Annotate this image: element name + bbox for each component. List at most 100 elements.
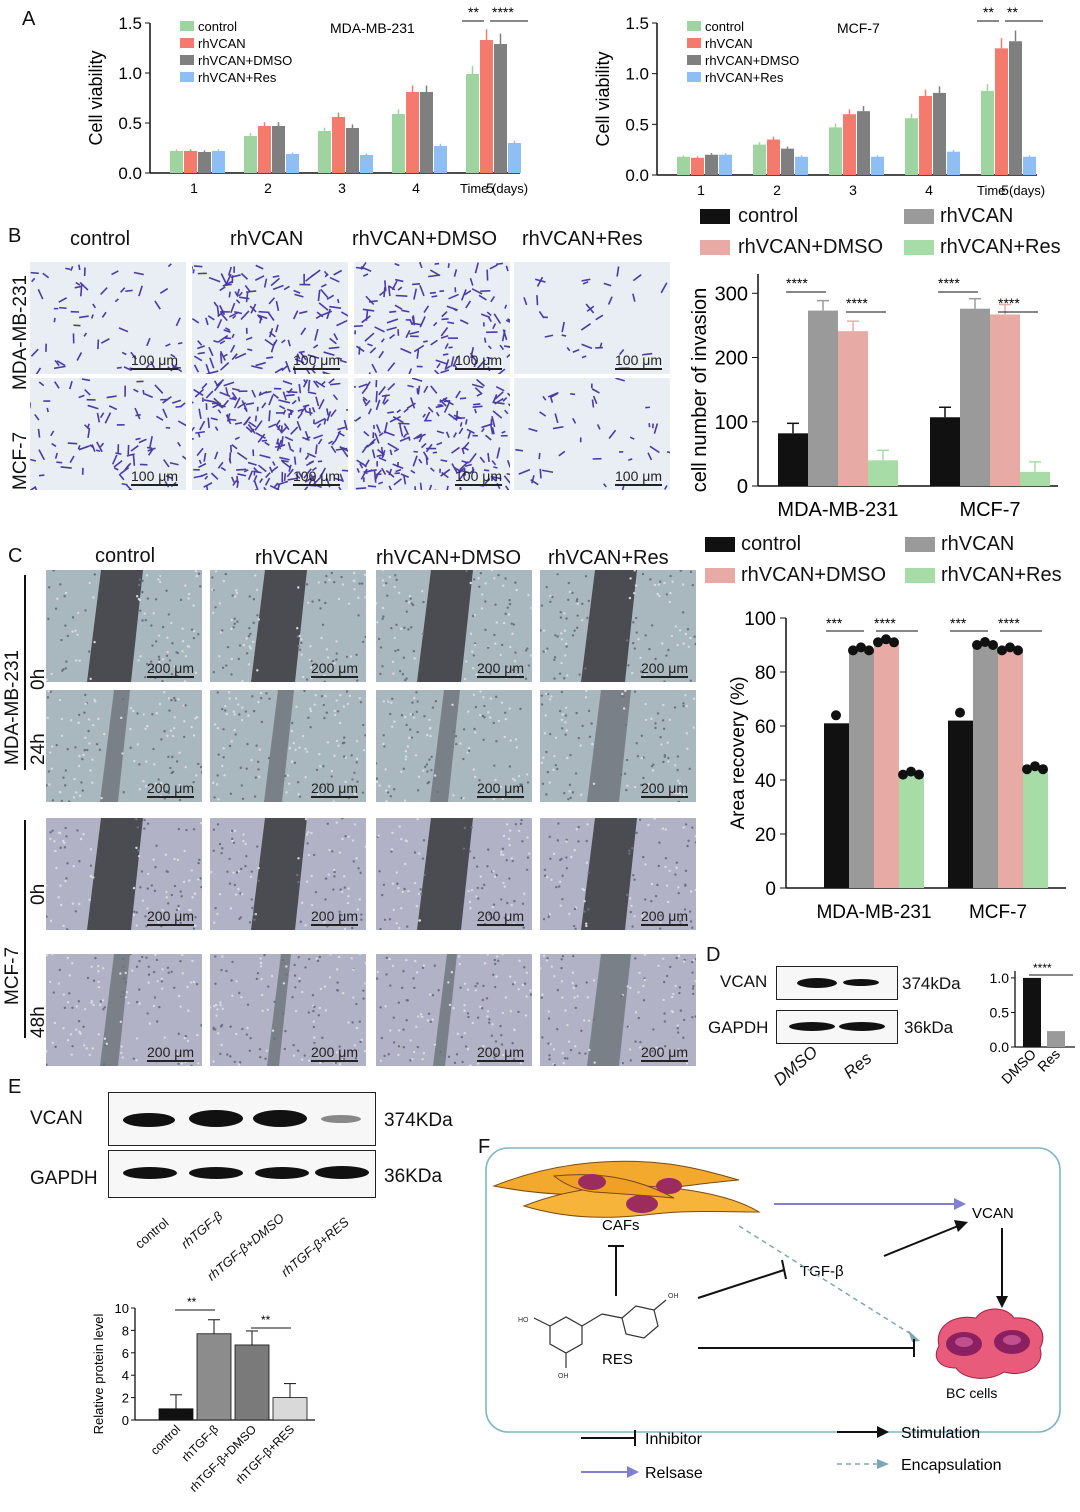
c-col-header-rhvcan-dmso: rhVCAN+DMSO — [376, 547, 522, 569]
bar-rhVCAN+DMSO — [990, 314, 1020, 486]
scale-bar-label: 200 μm — [477, 660, 524, 678]
bar-rhVCAN+Res — [1023, 769, 1048, 888]
scale-bar-label: 200 μm — [477, 908, 524, 926]
bar-control — [829, 127, 842, 175]
data-point — [864, 645, 874, 656]
y-tick-label: 20 — [755, 825, 776, 846]
data-point — [972, 640, 982, 650]
wound-healing-micrograph: 200 μm — [210, 954, 366, 1066]
x-tick-label: 2 — [264, 180, 272, 196]
c-legend-label-rhvcan-res: rhVCAN+Res — [941, 564, 1062, 586]
res-molecule-illustration — [533, 1299, 667, 1368]
sig-label: **** — [938, 275, 960, 291]
bc-cells-label: BC cells — [946, 1385, 997, 1401]
sig-label: **** — [846, 295, 868, 311]
data-point — [873, 637, 883, 648]
legend-label-control: control — [738, 205, 799, 227]
c-legend-label-control: control — [741, 533, 802, 555]
bar-Res — [1047, 1031, 1065, 1047]
y-axis-label: Cell viability — [86, 50, 106, 145]
bar-rhVCAN — [258, 126, 271, 173]
wound-healing-micrograph: 200 μm — [540, 818, 696, 930]
micrograph-cells — [30, 263, 183, 374]
bar-rhVCAN+DMSO — [705, 154, 718, 175]
c-row-label-mcf7: MCF-7 — [2, 946, 23, 1005]
y-tick-label: 6 — [122, 1346, 129, 1361]
bar-rhVCAN+Res — [286, 154, 299, 173]
x-tick-label: 2 — [773, 182, 781, 198]
invasion-micrograph: 100 μm — [514, 262, 670, 374]
micrograph-gap — [542, 818, 696, 930]
y-tick-label: 10 — [115, 1301, 129, 1316]
legend-encapsulation: Encapsulation — [901, 1457, 1002, 1474]
micrograph-gap — [210, 954, 366, 1066]
scale-bar-label: 200 μm — [641, 660, 688, 678]
bar-rhVCAN+DMSO — [420, 92, 433, 173]
bar-control — [244, 136, 257, 173]
wound-healing-micrograph: 200 μm — [540, 570, 696, 682]
res-label: RES — [602, 1351, 633, 1368]
e-lane-rhtgf-res: rhTGF-β+RES — [278, 1214, 352, 1280]
x-axis-label: Time (days) — [977, 183, 1045, 198]
scale-bar-label: 100 μm — [455, 352, 502, 370]
e-size-gapdh: 36KDa — [384, 1166, 443, 1187]
micrograph-gap — [46, 570, 202, 682]
e-band-vcan-rhtgf — [189, 1110, 243, 1127]
bar-rhVCAN+DMSO — [998, 650, 1023, 888]
legend-label: rhVCAN+DMSO — [705, 53, 799, 68]
data-point — [1005, 642, 1015, 653]
wound-healing-micrograph: 200 μm — [210, 690, 366, 802]
bar-control — [905, 118, 918, 175]
y-tick-label: 100 — [715, 412, 748, 434]
e-band-gapdh-rhtgf-dmso — [255, 1167, 309, 1179]
bar-rhTGF-β+DMSO — [234, 1344, 270, 1421]
bar-control — [170, 151, 183, 173]
x-tick-label: 1 — [190, 180, 198, 196]
bar-rhVCAN — [960, 308, 990, 486]
invasion-micrograph: 100 μm — [354, 378, 510, 490]
x-tick-label: MDA-MB-231 — [816, 902, 931, 923]
c-col-header-rhvcan-res: rhVCAN+Res — [548, 547, 669, 569]
d-lane-dmso: DMSO — [770, 1042, 822, 1090]
y-tick-label: 1.0 — [990, 970, 1010, 986]
y-tick-label: 1.0 — [625, 65, 649, 84]
d-band-vcan-dmso — [797, 978, 837, 988]
legend-label-rhvcan: rhVCAN — [940, 205, 1014, 227]
panel-letter-d: D — [706, 944, 721, 966]
tgf-stimulate-vcan — [883, 1225, 959, 1257]
c-legend-swatch-rhvcan-res — [905, 568, 935, 583]
d-band-vcan-res — [843, 979, 879, 986]
c-row-label-mda: MDA-MB-231 — [2, 649, 23, 765]
legend-swatch — [180, 21, 194, 31]
y-tick-label: 0.0 — [990, 1039, 1010, 1055]
scale-bar-label: 200 μm — [641, 908, 688, 926]
wound-healing-micrograph: 200 μm — [376, 954, 532, 1066]
legend-swatch — [180, 55, 194, 65]
bar-control — [466, 74, 479, 173]
wound-healing-micrograph: 200 μm — [210, 818, 366, 930]
sig-label: **** — [874, 615, 896, 631]
invasion-micrograph: 100 μm — [30, 262, 186, 374]
scale-bar-label: 100 μm — [615, 352, 662, 370]
bar-rhVCAN+DMSO — [933, 92, 946, 175]
sig-label: ** — [187, 1295, 197, 1309]
bar-control — [392, 114, 405, 173]
chart-c-area-recovery: 0 20 40 60 80 100 Area recovery (%) MDA-MB-231 *… — [730, 609, 1066, 923]
legend-swatch — [687, 21, 701, 31]
bar-rhVCAN+Res — [947, 151, 960, 175]
col-header-rhvcan-res: rhVCAN+Res — [522, 228, 643, 250]
sig-label: **** — [998, 615, 1020, 631]
bar-DMSO — [1023, 977, 1041, 1047]
micrograph-cells — [192, 264, 348, 374]
legend-stimulation: Stimulation — [901, 1425, 980, 1442]
x-tick-label: Res — [1034, 1046, 1063, 1075]
bar-control — [677, 156, 690, 175]
wound-healing-micrograph: 200 μm — [46, 954, 202, 1066]
bar-rhTGF-β+RES — [272, 1397, 308, 1421]
micrograph-gap — [46, 954, 202, 1066]
legend-swatch — [687, 55, 701, 65]
e-lane-rhtgf: rhTGF-β — [178, 1208, 226, 1252]
invasion-micrograph: 100 μm — [354, 262, 510, 374]
